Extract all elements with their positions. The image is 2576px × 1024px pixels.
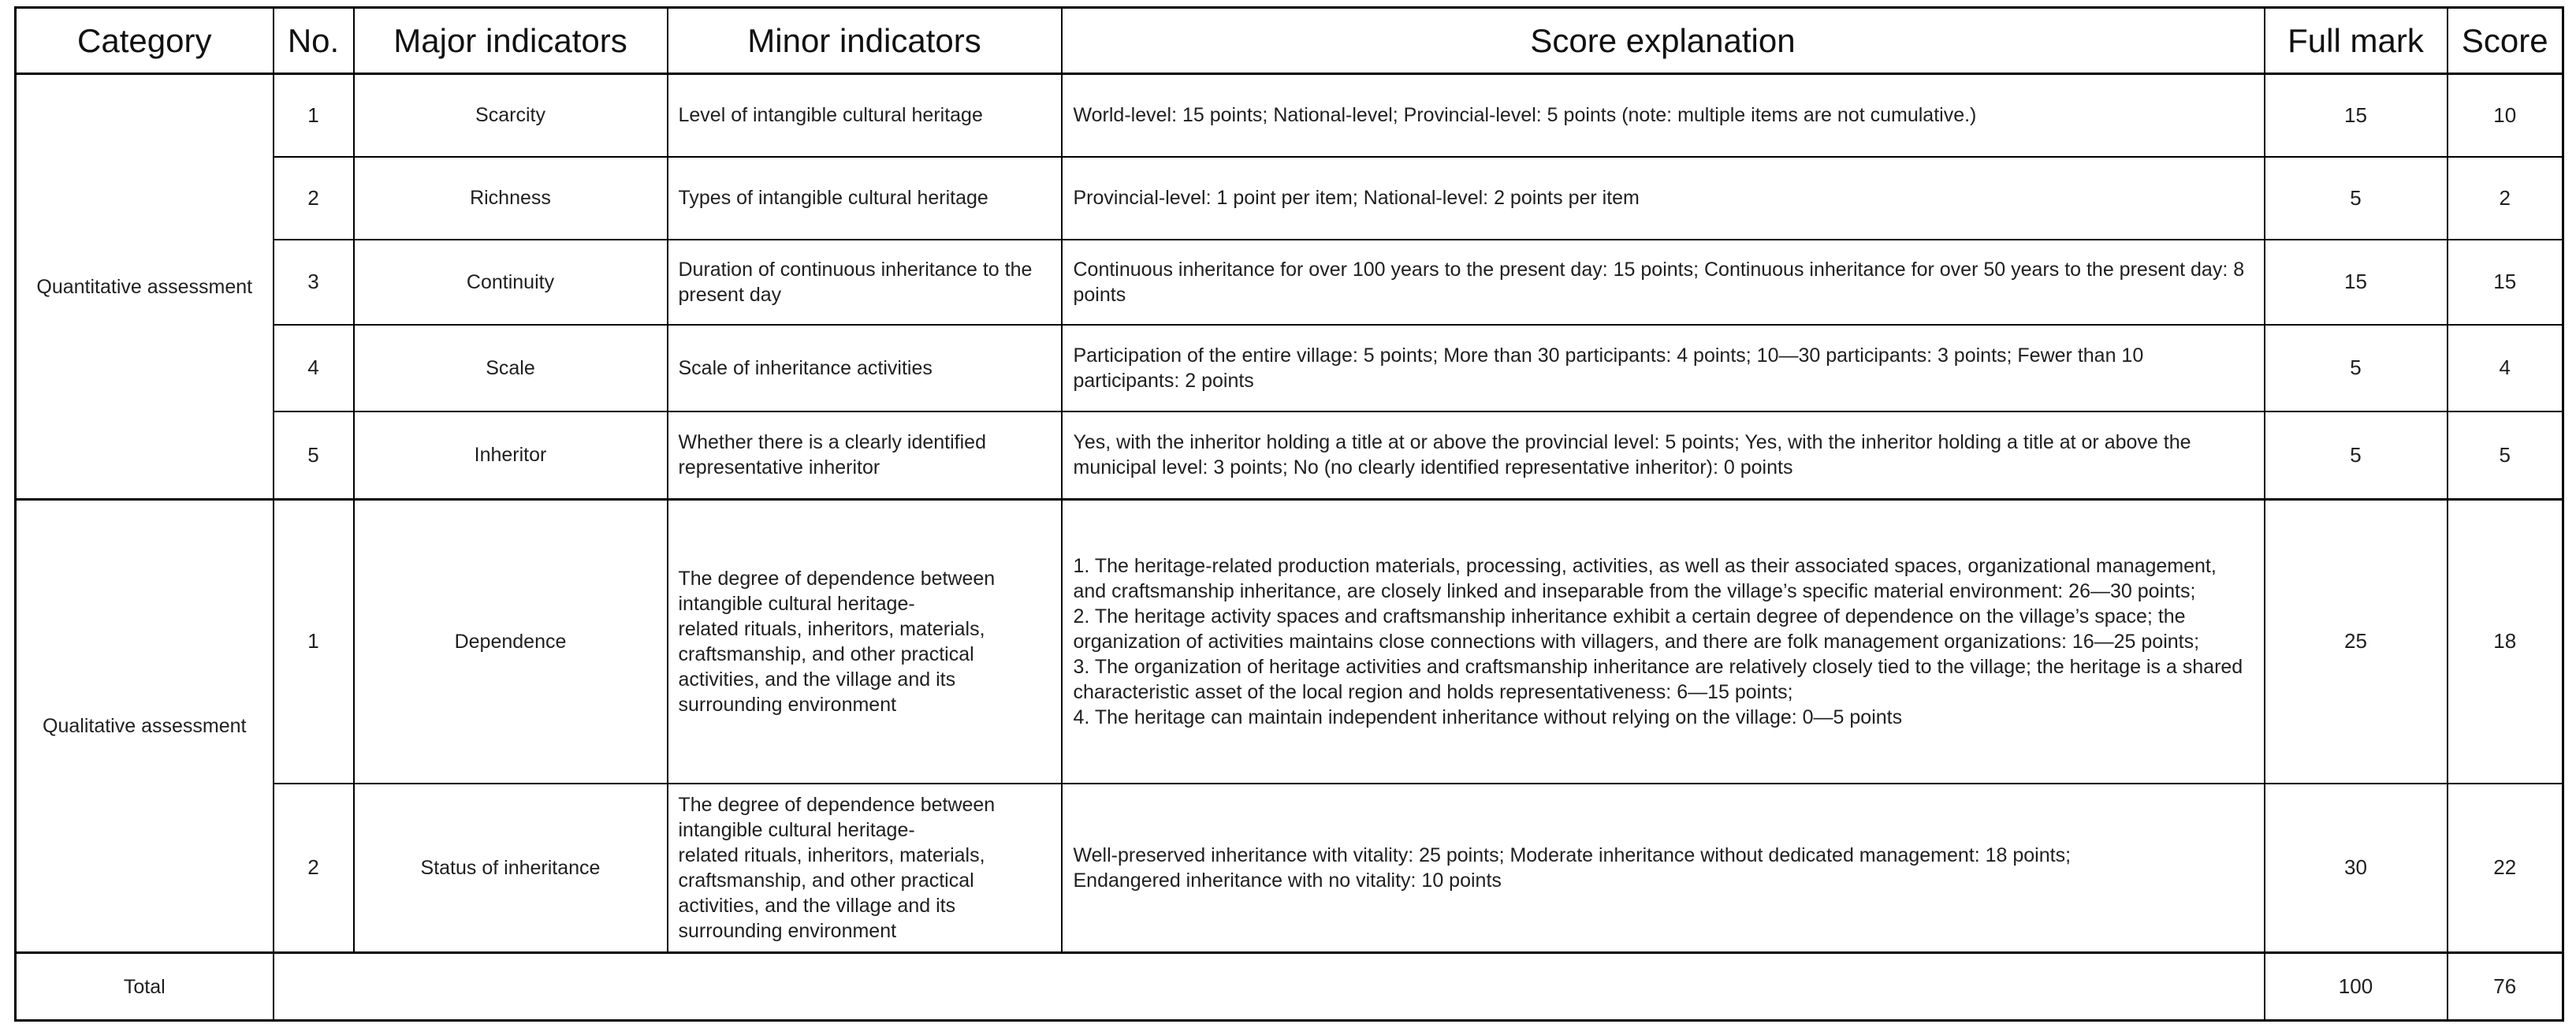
total-full-mark-cell: 100 [2263,951,2448,1022]
total-empty-cell [272,951,2265,1022]
table-row-continuity: 3 Continuity Duration of continuous inhe… [16,238,2564,326]
header-category: Category [14,6,274,75]
table-row-total: Total 100 76 [14,951,2564,1022]
score-explanation-cell: Well-preserved inheritance with vitality… [1060,782,2265,954]
minor-indicator-cell: The degree of dependence between intangi… [666,498,1063,784]
score-explanation-cell: Provincial-level: 1 point per item; Nati… [1060,155,2265,240]
header-minor-indicators: Minor indicators [666,6,1063,75]
score-explanation-cell: Participation of the entire village: 5 p… [1060,323,2265,412]
major-indicator-cell: Scale [352,323,668,412]
full-mark-cell: 5 [2263,323,2448,412]
table-row-status-of-inheritance: 2 Status of inheritance The degree of de… [16,782,2564,954]
total-score-cell: 76 [2446,951,2564,1022]
table-row-dependence: Qualitative assessment 1 Dependence The … [14,498,2564,954]
no-cell: 2 [272,782,355,954]
no-cell: 2 [272,155,355,240]
no-cell: 1 [272,498,355,784]
minor-indicator-cell: Level of intangible cultural heritage [666,73,1063,158]
total-label-cell: Total [14,951,274,1022]
full-mark-cell: 5 [2263,155,2448,240]
table-row-scarcity: Quantitative assessment 1 Scarcity Level… [14,73,2564,501]
no-cell: 3 [272,238,355,326]
full-mark-cell: 5 [2263,410,2448,501]
heritage-assessment-table: Category No. Major indicators Minor indi… [14,6,2564,1022]
full-mark-cell: 15 [2263,73,2448,158]
header-major-indicators: Major indicators [352,6,668,75]
no-cell: 5 [272,410,355,501]
header-no: No. [272,6,355,75]
full-mark-cell: 15 [2263,238,2448,326]
minor-indicator-cell: The degree of dependence between intangi… [666,782,1063,954]
header-row: Category No. Major indicators Minor indi… [14,6,2564,75]
category-cell-qualitative: Qualitative assessment [14,498,274,954]
category-cell-quantitative: Quantitative assessment [14,73,274,501]
table-row-scale: 4 Scale Scale of inheritance activities … [16,323,2564,412]
major-indicator-cell: Status of inheritance [352,782,668,954]
score-explanation-cell: 1. The heritage-related production mater… [1060,498,2265,784]
no-cell: 4 [272,323,355,412]
table-row-inheritor: 5 Inheritor Whether there is a clearly i… [16,410,2564,501]
score-explanation-cell: Continuous inheritance for over 100 year… [1060,238,2265,326]
score-cell: 22 [2446,782,2564,954]
minor-indicator-cell: Scale of inheritance activities [666,323,1063,412]
score-cell: 15 [2446,238,2564,326]
score-cell: 4 [2446,323,2564,412]
minor-indicator-cell: Duration of continuous inheritance to th… [666,238,1063,326]
score-cell: 10 [2446,73,2564,158]
header-score: Score [2446,6,2564,75]
major-indicator-cell: Richness [352,155,668,240]
minor-indicator-cell: Whether there is a clearly identified re… [666,410,1063,501]
score-explanation-cell: World-level: 15 points; National-level; … [1060,73,2265,158]
header-full-mark: Full mark [2263,6,2448,75]
major-indicator-cell: Scarcity [352,73,668,158]
score-cell: 18 [2446,498,2564,784]
no-cell: 1 [272,73,355,158]
score-explanation-cell: Yes, with the inheritor holding a title … [1060,410,2265,501]
full-mark-cell: 30 [2263,782,2448,954]
full-mark-cell: 25 [2263,498,2448,784]
score-cell: 2 [2446,155,2564,240]
table-row-richness: 2 Richness Types of intangible cultural … [16,155,2564,240]
major-indicator-cell: Dependence [352,498,668,784]
major-indicator-cell: Continuity [352,238,668,326]
major-indicator-cell: Inheritor [352,410,668,501]
minor-indicator-cell: Types of intangible cultural heritage [666,155,1063,240]
header-score-explanation: Score explanation [1060,6,2265,75]
score-cell: 5 [2446,410,2564,501]
